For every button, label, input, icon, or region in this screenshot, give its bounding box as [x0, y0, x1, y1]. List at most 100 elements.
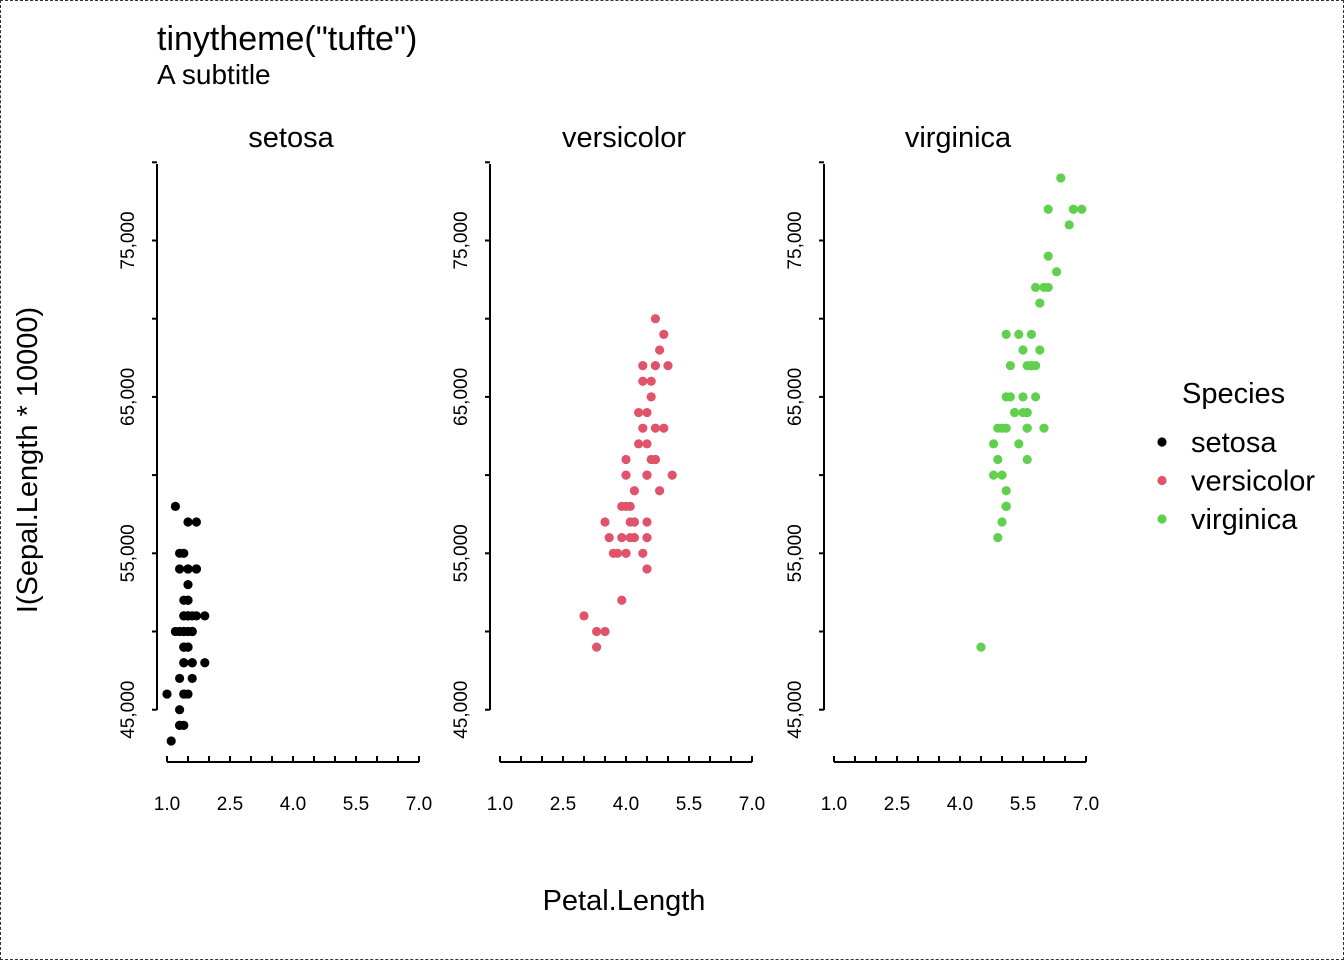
data-point-virginica — [1035, 298, 1045, 308]
data-point-versicolor — [646, 454, 656, 465]
legend-title: Species — [1182, 378, 1285, 410]
data-point-versicolor — [634, 439, 644, 449]
x-tick-label: 5.5 — [676, 794, 702, 815]
data-point-virginica — [1001, 501, 1011, 511]
y-tick-label: 45,000 — [118, 681, 139, 739]
data-point-versicolor — [608, 548, 619, 558]
y-tick-label: 75,000 — [785, 211, 806, 269]
legend: Species setosa versicolor virginica — [1157, 378, 1315, 536]
data-point-setosa — [200, 658, 210, 668]
x-tick-label: 1.0 — [154, 794, 180, 815]
x-tick-label: 4.0 — [947, 794, 973, 815]
x-tick-label: 1.0 — [487, 794, 513, 815]
y-tick-label: 55,000 — [785, 524, 806, 582]
data-point-versicolor — [592, 642, 602, 652]
data-point-virginica — [1043, 204, 1053, 214]
data-point-setosa — [191, 517, 201, 527]
data-point-versicolor — [617, 595, 627, 605]
y-tick-label: 75,000 — [118, 211, 139, 269]
data-point-versicolor — [638, 361, 648, 371]
data-point-setosa — [187, 673, 197, 684]
x-tick-label: 2.5 — [217, 794, 243, 815]
data-point-setosa — [170, 501, 180, 511]
data-point-virginica — [1068, 204, 1078, 214]
data-point-virginica — [1022, 423, 1032, 433]
data-point-virginica — [1014, 329, 1024, 339]
data-point-versicolor — [659, 423, 669, 433]
data-point-virginica — [997, 423, 1007, 433]
data-point-versicolor — [617, 533, 627, 543]
data-point-virginica — [993, 533, 1003, 543]
data-point-setosa — [179, 626, 189, 637]
data-point-setosa — [175, 564, 185, 574]
y-tick-label: 45,000 — [785, 681, 806, 739]
data-point-versicolor — [638, 548, 648, 558]
data-point-versicolor — [642, 470, 652, 480]
data-point-virginica — [1018, 345, 1028, 355]
data-point-setosa — [179, 658, 189, 668]
data-point-virginica — [1005, 361, 1016, 371]
data-point-virginica — [1035, 345, 1045, 355]
x-tick-label: 2.5 — [550, 794, 576, 815]
chart-title: tinytheme("tufte") — [157, 20, 417, 58]
data-point-versicolor — [655, 345, 665, 355]
panel-title-versicolor: versicolor — [562, 122, 686, 154]
x-tick-label: 7.0 — [739, 794, 765, 815]
x-tick-label: 7.0 — [406, 794, 432, 815]
data-point-setosa — [179, 689, 189, 699]
data-point-virginica — [1026, 361, 1036, 371]
y-tick-label: 65,000 — [451, 368, 472, 426]
data-point-versicolor — [638, 423, 648, 433]
y-tick-label: 75,000 — [451, 211, 472, 269]
data-point-versicolor — [642, 407, 652, 418]
panel-versicolor: versicolor 45,000 55,000 65,000 75,000 1.0 2.5… — [451, 122, 765, 815]
legend-marker-virginica — [1157, 514, 1167, 524]
data-point-versicolor — [646, 392, 656, 402]
data-point-versicolor — [638, 376, 648, 386]
y-tick-label: 45,000 — [451, 681, 472, 739]
x-axis-label: Petal.Length — [543, 885, 706, 917]
data-point-virginica — [1005, 392, 1016, 402]
data-point-setosa — [191, 564, 201, 574]
data-point-virginica — [1010, 407, 1020, 418]
data-point-versicolor — [625, 517, 635, 527]
data-point-virginica — [1031, 392, 1041, 402]
x-tick-label: 4.0 — [280, 794, 306, 815]
data-point-versicolor — [579, 611, 589, 621]
y-axis-label: I(Sepal.Length * 10000) — [12, 307, 44, 613]
x-tick-label: 4.0 — [613, 794, 639, 815]
data-point-versicolor — [621, 501, 631, 511]
data-point-setosa — [183, 579, 193, 590]
data-point-versicolor — [642, 533, 652, 543]
chart-subtitle: A subtitle — [157, 59, 271, 90]
data-point-versicolor — [634, 407, 644, 418]
data-point-virginica — [1026, 329, 1036, 339]
data-point-virginica — [1014, 439, 1024, 449]
legend-label-virginica: virginica — [1191, 504, 1298, 536]
facet-panels: setosa 45,000 55,000 65,000 75,000 1.0 2.5 4.0 5… — [118, 122, 1099, 815]
x-tick-label: 7.0 — [1073, 794, 1099, 815]
data-point-versicolor — [600, 517, 610, 527]
x-tick-label: 1.0 — [821, 794, 847, 815]
data-point-versicolor — [659, 329, 669, 339]
panel-title-virginica: virginica — [905, 122, 1012, 154]
legend-marker-setosa — [1157, 437, 1167, 447]
y-tick-label: 55,000 — [118, 524, 139, 582]
data-point-virginica — [993, 454, 1003, 465]
data-point-versicolor — [629, 533, 640, 543]
data-point-versicolor — [604, 533, 614, 543]
data-point-setosa — [162, 689, 172, 699]
data-point-virginica — [1001, 486, 1011, 496]
data-point-virginica — [1056, 173, 1066, 183]
x-tick-label: 5.5 — [1010, 794, 1036, 815]
data-point-versicolor — [655, 486, 665, 496]
data-point-versicolor — [642, 517, 652, 527]
data-point-virginica — [997, 470, 1007, 480]
y-tick-label: 65,000 — [118, 368, 139, 426]
data-point-versicolor — [600, 626, 610, 637]
data-point-versicolor — [629, 486, 640, 496]
data-point-setosa — [187, 658, 197, 668]
data-point-virginica — [1064, 220, 1074, 230]
data-point-setosa — [175, 720, 185, 730]
data-point-setosa — [175, 673, 185, 684]
